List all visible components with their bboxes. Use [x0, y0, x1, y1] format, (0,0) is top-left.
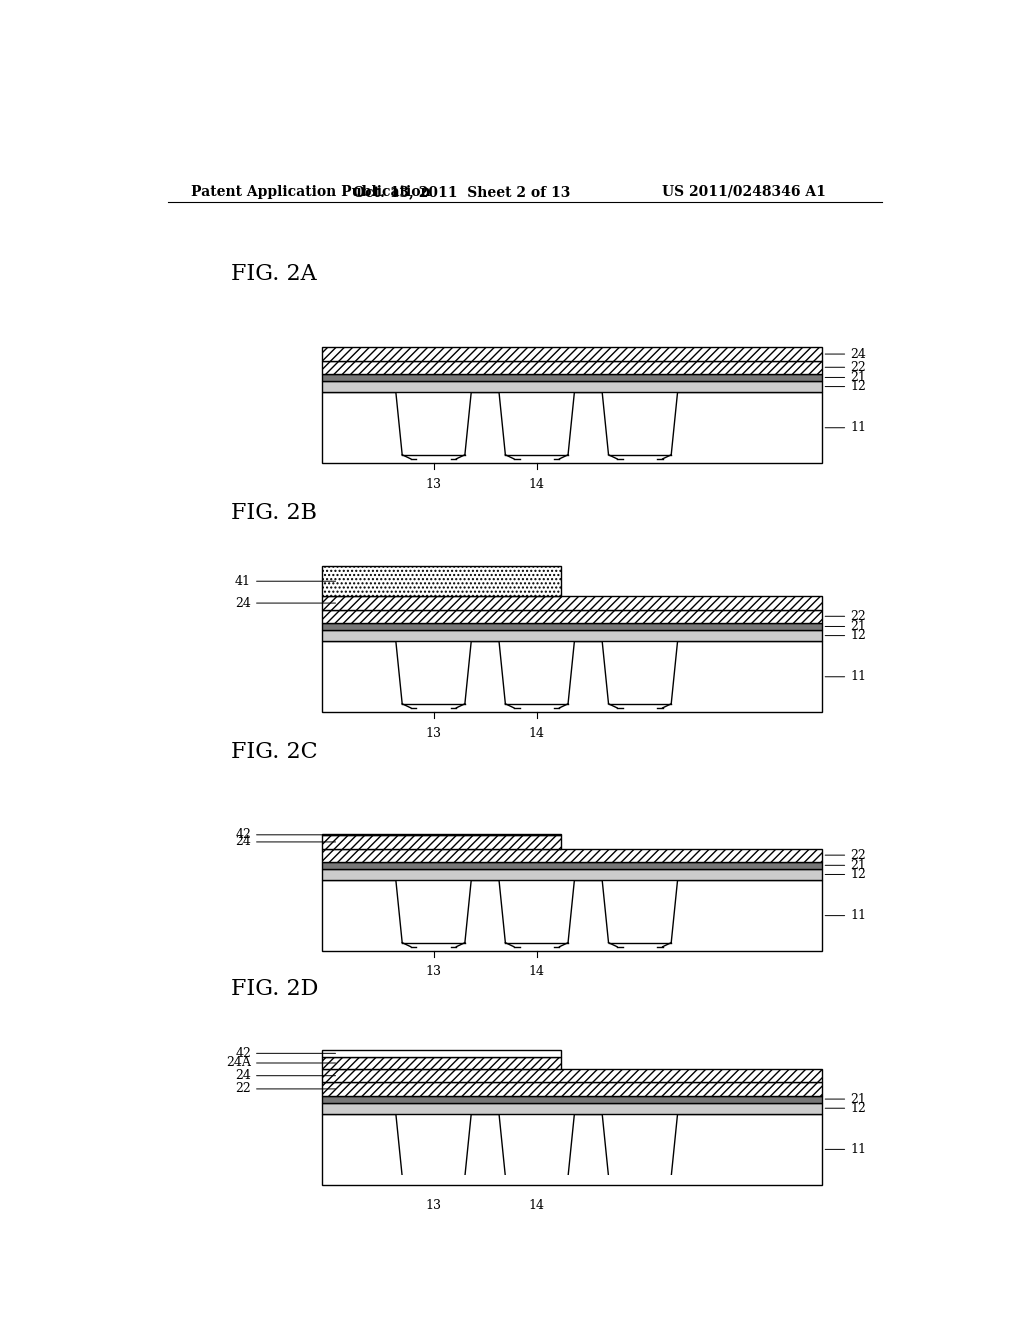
Text: 11: 11 [825, 421, 866, 434]
Bar [323, 1114, 822, 1185]
Bar [323, 623, 822, 630]
Polygon shape [602, 642, 678, 704]
Text: 21: 21 [825, 620, 866, 634]
Text: 24A: 24A [226, 1056, 336, 1069]
Text: 14: 14 [528, 1199, 545, 1212]
Bar [323, 392, 822, 463]
Text: 13: 13 [426, 965, 441, 978]
Bar [323, 360, 822, 374]
Text: 14: 14 [528, 478, 545, 491]
Text: 24: 24 [236, 597, 336, 610]
Text: 24: 24 [825, 347, 866, 360]
Bar [323, 381, 822, 392]
Text: 12: 12 [825, 869, 866, 880]
Text: 11: 11 [825, 671, 866, 684]
Polygon shape [396, 1114, 471, 1176]
Text: 41: 41 [234, 574, 336, 587]
Text: FIG. 2D: FIG. 2D [231, 978, 318, 1001]
Text: 11: 11 [825, 1143, 866, 1156]
Polygon shape [396, 642, 471, 704]
Text: FIG. 2A: FIG. 2A [231, 264, 316, 285]
Text: 14: 14 [528, 726, 545, 739]
Bar [323, 630, 822, 642]
Bar [323, 869, 822, 880]
Text: 12: 12 [825, 1102, 866, 1114]
Bar [323, 1082, 822, 1096]
Bar [323, 1069, 822, 1082]
Text: 21: 21 [825, 859, 866, 871]
Text: 22: 22 [825, 849, 866, 862]
Text: 22: 22 [236, 1082, 336, 1096]
Polygon shape [396, 880, 471, 942]
Text: 13: 13 [426, 726, 441, 739]
Text: 12: 12 [825, 630, 866, 642]
Bar [323, 1057, 560, 1069]
Text: 14: 14 [528, 965, 545, 978]
Bar [323, 849, 822, 862]
Bar [323, 880, 822, 952]
Text: US 2011/0248346 A1: US 2011/0248346 A1 [663, 185, 826, 199]
Text: 13: 13 [426, 478, 441, 491]
Bar [323, 610, 822, 623]
Polygon shape [602, 392, 678, 455]
Polygon shape [499, 642, 574, 704]
Text: 22: 22 [825, 360, 866, 374]
Bar [323, 1049, 560, 1057]
Bar [323, 597, 822, 610]
Bar [323, 836, 560, 849]
Bar [323, 1096, 822, 1102]
Text: 42: 42 [236, 1047, 336, 1060]
Text: Oct. 13, 2011  Sheet 2 of 13: Oct. 13, 2011 Sheet 2 of 13 [352, 185, 570, 199]
Polygon shape [499, 1114, 574, 1176]
Text: 24: 24 [236, 836, 336, 849]
Bar [323, 374, 822, 381]
Bar [323, 347, 822, 360]
Text: Patent Application Publication: Patent Application Publication [191, 185, 431, 199]
Bar [323, 862, 822, 869]
Polygon shape [499, 392, 574, 455]
Bar [323, 566, 560, 597]
Text: 12: 12 [825, 380, 866, 393]
Polygon shape [396, 392, 471, 455]
Text: 24: 24 [236, 1069, 336, 1082]
Text: 22: 22 [825, 610, 866, 623]
Text: 11: 11 [825, 909, 866, 923]
Text: FIG. 2B: FIG. 2B [231, 503, 317, 524]
Bar [323, 642, 822, 713]
Polygon shape [602, 880, 678, 942]
Polygon shape [602, 1114, 678, 1176]
Text: 42: 42 [236, 829, 336, 841]
Text: FIG. 2C: FIG. 2C [231, 741, 317, 763]
Polygon shape [499, 880, 574, 942]
Text: 21: 21 [825, 1093, 866, 1106]
Text: 21: 21 [825, 371, 866, 384]
Text: 13: 13 [426, 1199, 441, 1212]
Bar [323, 1102, 822, 1114]
